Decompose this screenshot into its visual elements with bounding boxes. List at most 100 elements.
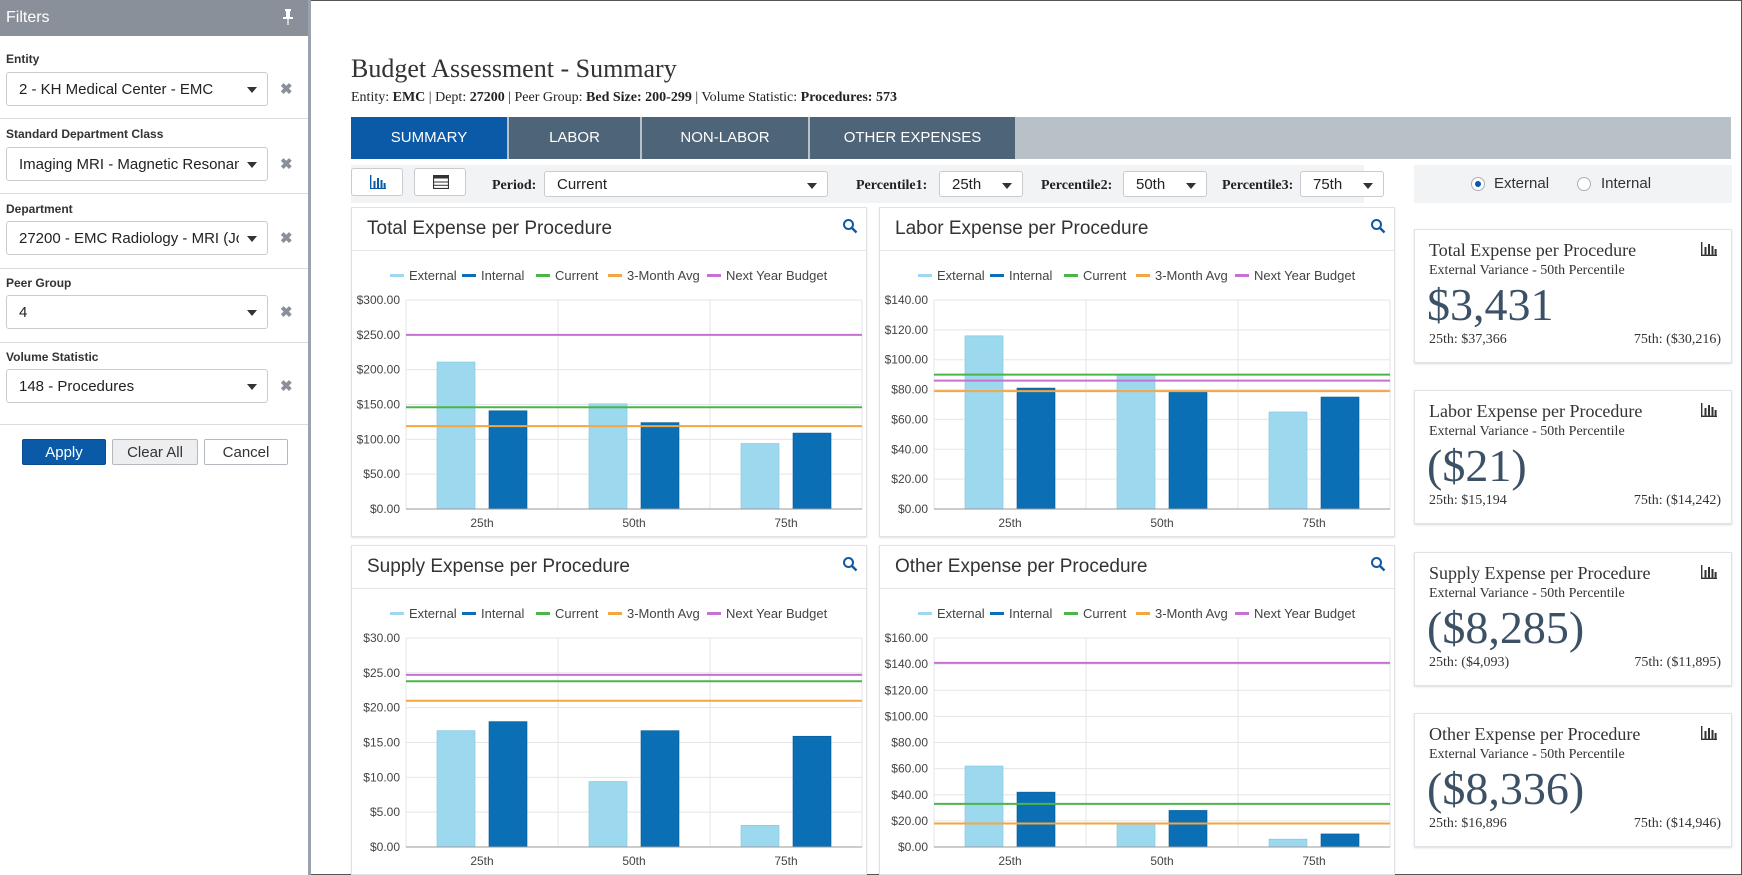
- y-tick-label: $80.00: [891, 736, 928, 750]
- external-radio-label[interactable]: External: [1494, 175, 1550, 192]
- percentile1-select[interactable]: 25th: [939, 171, 1023, 197]
- kpi-title: Other Expense per Procedure: [1429, 724, 1641, 744]
- legend-swatch: [990, 612, 1004, 616]
- legend-label: Current: [1083, 268, 1127, 283]
- divider: [352, 250, 866, 251]
- legend-item[interactable]: Internal: [990, 606, 1052, 621]
- legend-label: Next Year Budget: [726, 606, 828, 621]
- legend-item[interactable]: 3-Month Avg: [608, 268, 700, 283]
- legend-label: Current: [555, 268, 599, 283]
- kpi-25th: 25th: ($4,093): [1429, 655, 1510, 670]
- peer-group-select[interactable]: 4: [6, 295, 268, 329]
- legend-item[interactable]: External: [390, 268, 457, 283]
- entity-caption-value: EMC: [392, 90, 426, 105]
- chart-view-button[interactable]: [351, 168, 403, 196]
- tab-non-labor[interactable]: NON-LABOR: [642, 117, 808, 159]
- legend-item[interactable]: Current: [1064, 268, 1126, 283]
- legend-item[interactable]: Current: [1064, 606, 1126, 621]
- period-value: Current: [557, 176, 608, 193]
- clear-entity-icon[interactable]: ✖: [280, 81, 293, 98]
- legend-item[interactable]: External: [390, 606, 457, 621]
- chart-title: Labor Expense per Procedure: [895, 218, 1149, 239]
- legend-item[interactable]: Next Year Budget: [1235, 268, 1355, 283]
- bar-chart-icon[interactable]: [1701, 726, 1717, 740]
- y-tick-label: $0.00: [370, 502, 400, 516]
- kpi-subtitle: External Variance - 50th Percentile: [1429, 263, 1625, 278]
- dept-class-select[interactable]: Imaging MRI - Magnetic Resonan: [6, 147, 268, 181]
- department-select[interactable]: 27200 - EMC Radiology - MRI (Jol: [6, 221, 268, 255]
- bar-external: [1268, 838, 1308, 848]
- y-tick-label: $80.00: [891, 383, 928, 397]
- percentile3-select[interactable]: 75th: [1300, 171, 1384, 197]
- percentile2-select[interactable]: 50th: [1123, 171, 1207, 197]
- chart-plot: $0.00 $20.00 $40.00 $60.00 $80.00 $100.00 $120…: [885, 293, 1391, 530]
- dept-caption-value: 27200: [469, 90, 505, 105]
- kpi-25th: 25th: $37,366: [1429, 332, 1507, 347]
- volume-statistic-select[interactable]: 148 - Procedures: [6, 369, 268, 403]
- filters-title: Filters: [6, 9, 50, 26]
- legend-item[interactable]: External: [918, 606, 985, 621]
- period-select[interactable]: Current: [544, 171, 828, 197]
- y-tick-label: $40.00: [891, 442, 928, 456]
- tab-labor[interactable]: LABOR: [509, 117, 640, 159]
- chevron-down-icon: [1002, 183, 1012, 189]
- zoom-icon[interactable]: [842, 556, 858, 572]
- tab-other-expenses[interactable]: OTHER EXPENSES: [810, 117, 1015, 159]
- legend-item[interactable]: External: [918, 268, 985, 283]
- chart-panel: Labor Expense per Procedure External Inter…: [879, 207, 1395, 537]
- y-tick-label: $300.00: [357, 293, 401, 307]
- bar-external: [588, 403, 628, 510]
- legend-label: Next Year Budget: [1254, 268, 1356, 283]
- pin-icon[interactable]: [282, 9, 294, 25]
- chart-title: Supply Expense per Procedure: [367, 556, 630, 577]
- bar-external: [964, 335, 1004, 510]
- clear-department-icon[interactable]: ✖: [280, 230, 293, 247]
- legend-item[interactable]: 3-Month Avg: [1136, 268, 1228, 283]
- legend-item[interactable]: Next Year Budget: [707, 606, 827, 621]
- legend-item[interactable]: Next Year Budget: [707, 268, 827, 283]
- zoom-icon[interactable]: [1370, 556, 1386, 572]
- y-tick-label: $10.00: [363, 770, 400, 784]
- clear-all-button[interactable]: Clear All: [112, 439, 198, 465]
- divider: [880, 588, 1394, 589]
- filters-header: Filters: [0, 0, 308, 36]
- y-tick-label: $140.00: [885, 657, 929, 671]
- clear-peer-group-icon[interactable]: ✖: [280, 304, 293, 321]
- chevron-down-icon: [247, 236, 257, 242]
- external-radio[interactable]: [1471, 177, 1485, 191]
- entity-select[interactable]: 2 - KH Medical Center - EMC: [6, 72, 268, 106]
- table-view-button[interactable]: [414, 168, 466, 196]
- clear-dept-class-icon[interactable]: ✖: [280, 156, 293, 173]
- apply-button[interactable]: Apply: [22, 439, 106, 465]
- legend-label: External: [409, 606, 457, 621]
- legend-swatch: [536, 612, 550, 616]
- legend-item[interactable]: Current: [536, 268, 598, 283]
- zoom-icon[interactable]: [842, 218, 858, 234]
- legend-item[interactable]: Current: [536, 606, 598, 621]
- x-tick-label: 75th: [774, 516, 797, 530]
- zoom-icon[interactable]: [1370, 218, 1386, 234]
- bar-chart-icon[interactable]: [1701, 242, 1717, 256]
- tab-summary[interactable]: SUMMARY: [351, 117, 507, 159]
- legend-item[interactable]: 3-Month Avg: [608, 606, 700, 621]
- bar-external: [740, 825, 780, 848]
- legend-item[interactable]: Internal: [462, 606, 524, 621]
- bar-internal: [1168, 390, 1208, 510]
- legend-item[interactable]: 3-Month Avg: [1136, 606, 1228, 621]
- tab-bar: SUMMARY LABOR NON-LABOR OTHER EXPENSES: [351, 117, 1731, 159]
- legend-item[interactable]: Next Year Budget: [1235, 606, 1355, 621]
- bar-chart-icon: [370, 175, 386, 189]
- y-tick-label: $100.00: [357, 432, 401, 446]
- clear-volume-statistic-icon[interactable]: ✖: [280, 378, 293, 395]
- y-tick-label: $140.00: [885, 293, 929, 307]
- legend-item[interactable]: Internal: [462, 268, 524, 283]
- cancel-button[interactable]: Cancel: [204, 439, 288, 465]
- bar-external: [1116, 374, 1156, 510]
- internal-radio[interactable]: [1577, 177, 1591, 191]
- bar-chart-icon[interactable]: [1701, 565, 1717, 579]
- bar-chart-icon[interactable]: [1701, 403, 1717, 417]
- chart-panel: Supply Expense per Procedure External Inte…: [351, 545, 867, 875]
- internal-radio-label[interactable]: Internal: [1601, 175, 1652, 192]
- table-icon: [433, 175, 449, 189]
- legend-item[interactable]: Internal: [990, 268, 1052, 283]
